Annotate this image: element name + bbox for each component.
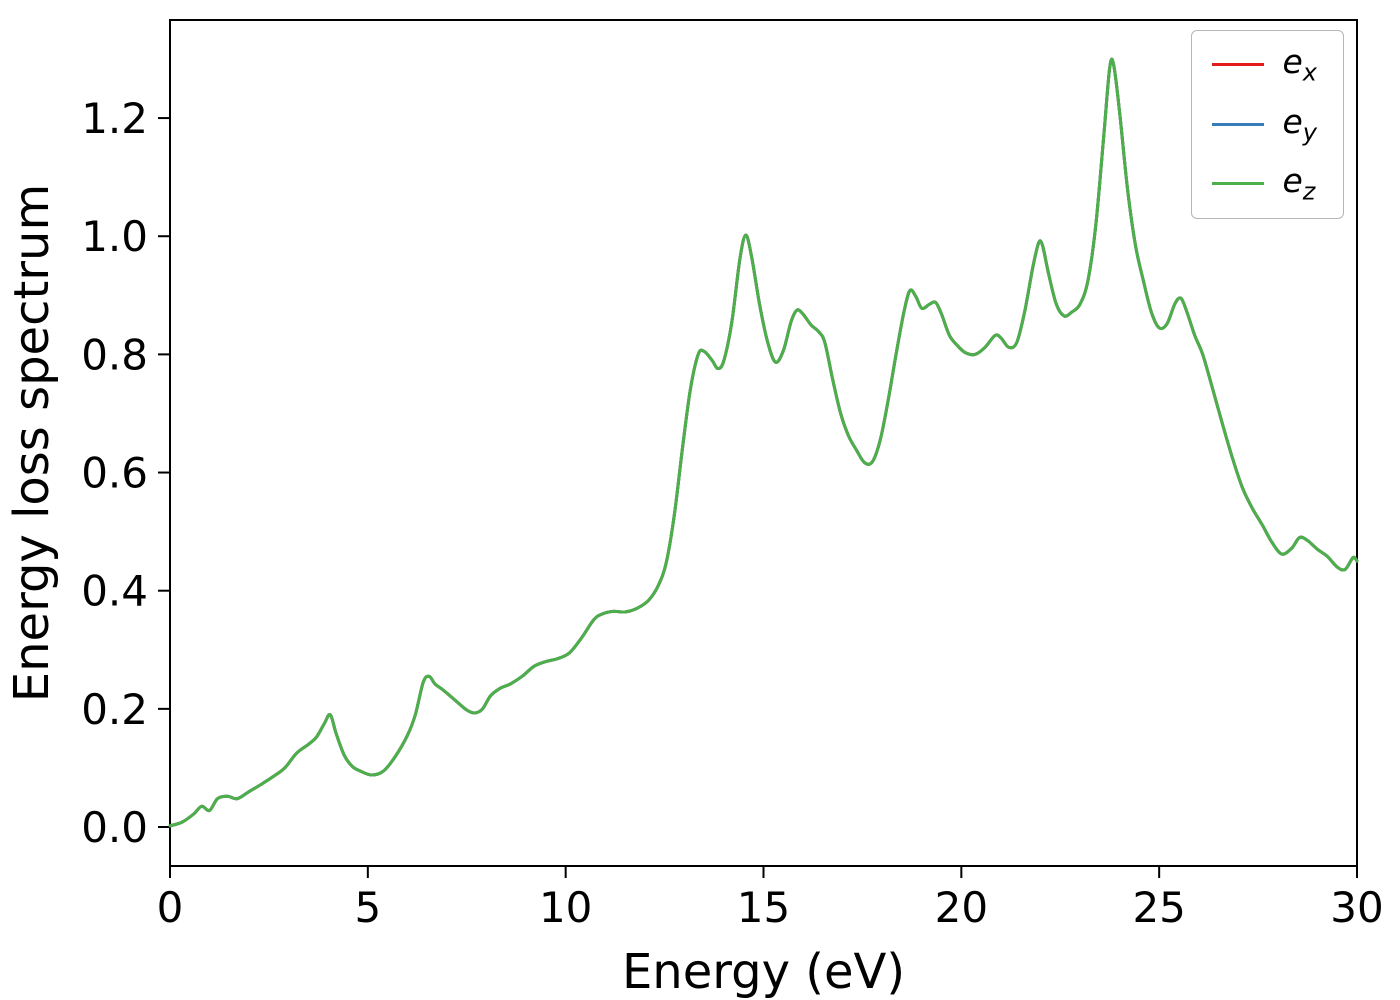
- y-tick-label: 1.2: [81, 94, 148, 143]
- legend-label-ez: ez: [1282, 161, 1316, 206]
- x-tick-label: 0: [157, 883, 184, 932]
- y-tick-label: 1.0: [81, 212, 148, 261]
- ez-line-swatch: [1212, 182, 1265, 186]
- x-tick-label: 10: [539, 883, 592, 932]
- x-tick-label: 20: [935, 883, 988, 932]
- y-tick-label: 0.6: [81, 449, 148, 498]
- legend-item-ex: ex: [1212, 45, 1317, 85]
- legend-item-ez: ez: [1212, 164, 1317, 204]
- ey-line-swatch: [1212, 122, 1265, 126]
- y-tick-label: 0.2: [81, 685, 148, 734]
- legend-label-ey: ey: [1282, 101, 1317, 147]
- series-line-ey: [168, 57, 1359, 828]
- y-tick-label: 0.0: [81, 803, 148, 852]
- series-line-ex: [168, 57, 1359, 828]
- y-axis-label: Energy loss spectrum: [4, 184, 60, 702]
- y-tick-label: 0.8: [81, 330, 148, 379]
- legend: ex ey ez: [1191, 30, 1344, 219]
- y-tick-label: 0.4: [81, 567, 148, 616]
- ex-line-swatch: [1212, 63, 1265, 67]
- x-tick-label: 5: [354, 883, 381, 932]
- plot-box: [169, 19, 1358, 867]
- x-tick-label: 15: [737, 883, 790, 932]
- legend-label-ex: ex: [1282, 42, 1317, 87]
- series-line-ez: [168, 57, 1359, 828]
- legend-item-ey: ey: [1212, 101, 1317, 147]
- x-tick-label: 25: [1132, 883, 1185, 932]
- x-axis-label: Energy (eV): [622, 944, 905, 1000]
- x-tick-label: 30: [1330, 883, 1383, 932]
